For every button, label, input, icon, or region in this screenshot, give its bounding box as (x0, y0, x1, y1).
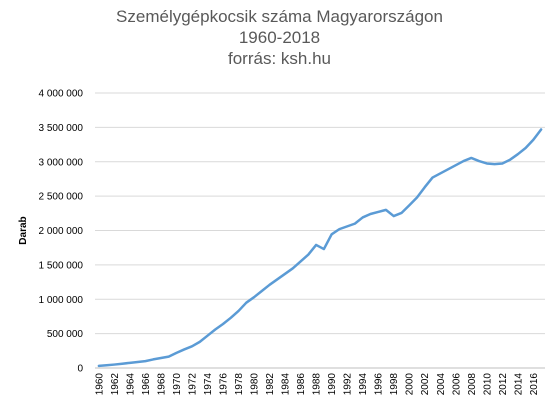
y-tick-label: 1 500 000 (39, 260, 84, 271)
x-tick-label: 1982 (265, 373, 276, 396)
y-tick-label: 500 000 (47, 329, 84, 340)
x-tick-label: 1980 (250, 373, 261, 396)
x-tick-label: 2008 (467, 373, 478, 396)
x-tick-label: 2002 (420, 373, 431, 396)
x-tick-label: 2016 (529, 373, 540, 396)
gridlines (95, 92, 545, 335)
x-tick-label: 1972 (187, 373, 198, 396)
x-tick-label: 2014 (513, 373, 524, 396)
x-tick-label: 1970 (172, 373, 183, 396)
chart-subtitle: 1960-2018 (238, 28, 321, 47)
y-axis-ticks: 0 500 000 1 000 000 1 500 000 2 000 000 2 500… (39, 89, 84, 375)
x-tick-label: 1962 (110, 373, 121, 396)
y-tick-label: 3 500 000 (39, 123, 84, 134)
x-tick-label: 1992 (343, 373, 354, 396)
x-axis-ticks: 1960 1962 1964 1966 1968 1970 1972 1974 1976 1978… (94, 373, 539, 396)
x-tick-label: 1994 (358, 373, 369, 396)
x-tick-label: 1988 (312, 373, 323, 396)
chart-source: forrás: ksh.hu (228, 49, 331, 68)
x-tick-label: 1964 (125, 373, 136, 396)
x-tick-label: 1984 (281, 373, 292, 396)
x-tick-label: 1998 (389, 373, 400, 396)
y-tick-label: 3 000 000 (39, 157, 84, 168)
x-tick-label: 1986 (296, 373, 307, 396)
x-tick-label: 1974 (203, 373, 214, 396)
x-tick-label: 1968 (156, 373, 167, 396)
x-tick-label: 2004 (436, 373, 447, 396)
x-tick-label: 1966 (141, 373, 152, 396)
y-tick-label: 1 000 000 (39, 295, 84, 306)
series-line (97, 128, 543, 368)
x-tick-label: 2012 (498, 373, 509, 396)
chart-title-block: Személygépkocsik száma Magyarországon 19… (0, 6, 559, 69)
y-tick-label: 0 (77, 364, 83, 375)
chart-title: Személygépkocsik száma Magyarországon (116, 7, 443, 26)
series-group (97, 128, 543, 368)
x-tick-label: 1960 (94, 373, 105, 396)
y-axis-label: Darab (18, 216, 29, 244)
y-tick-label: 2 500 000 (39, 192, 84, 203)
x-tick-label: 1978 (234, 373, 245, 396)
x-tick-label: 2000 (405, 373, 416, 396)
x-tick-label: 1996 (374, 373, 385, 396)
x-tick-label: 2006 (451, 373, 462, 396)
x-tick-label: 1976 (219, 373, 230, 396)
y-tick-label: 4 000 000 (39, 89, 84, 100)
x-tick-label: 2010 (482, 373, 493, 396)
y-tick-label: 2 000 000 (39, 226, 84, 237)
x-tick-label: 1990 (327, 373, 338, 396)
